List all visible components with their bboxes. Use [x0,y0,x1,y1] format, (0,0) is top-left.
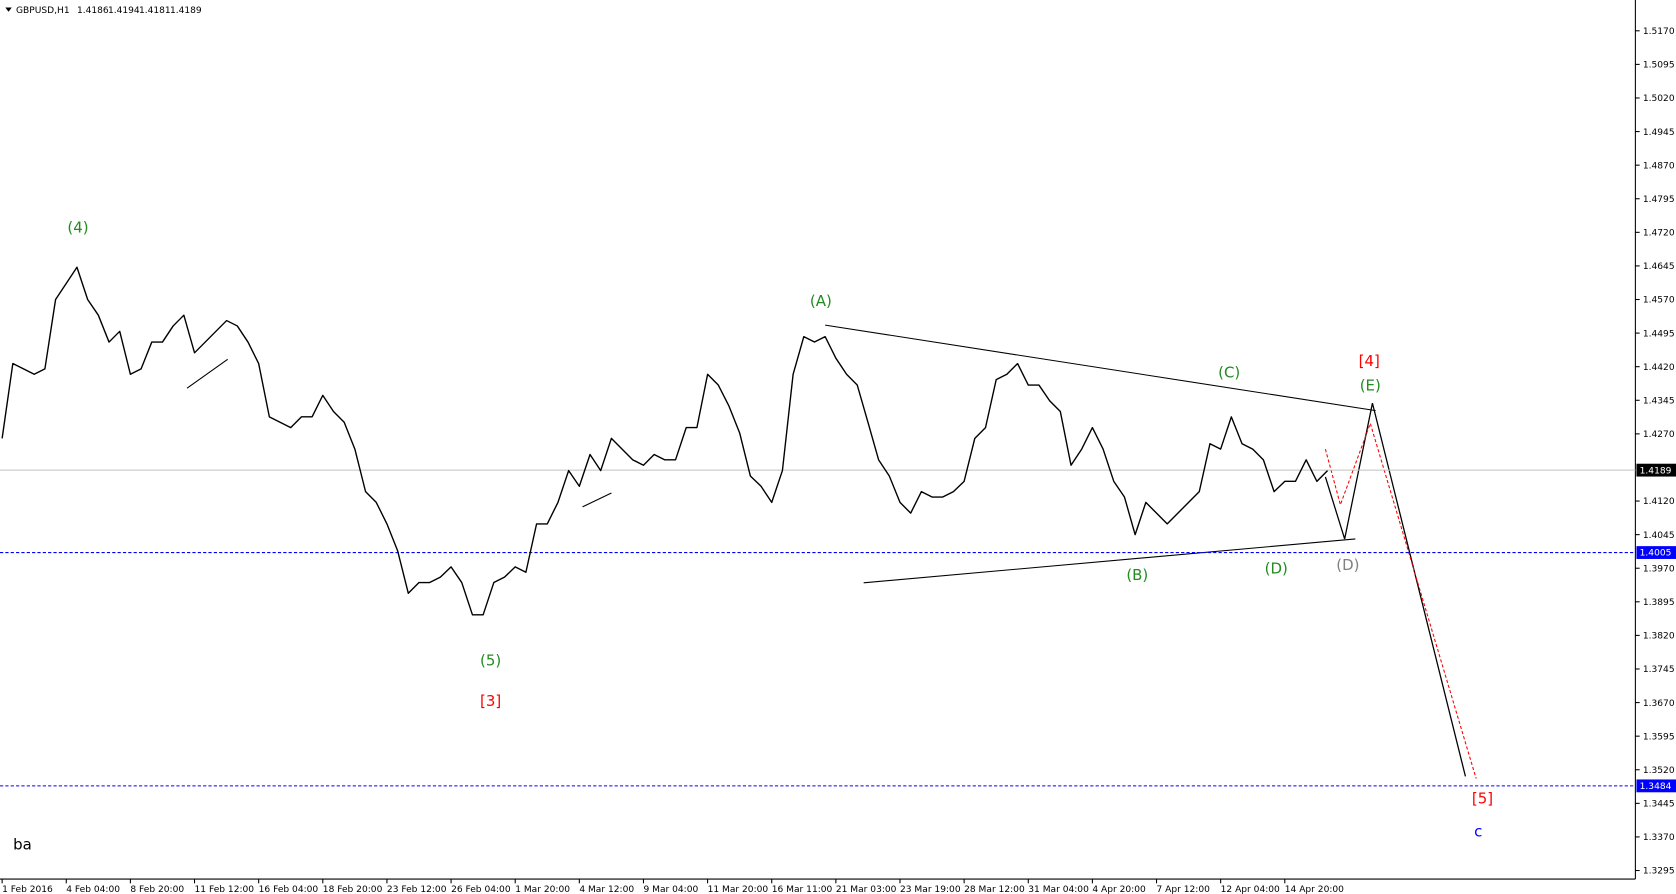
x-tick-label: 4 Mar 12:00 [579,885,634,894]
x-tick-label: 31 Mar 04:00 [1028,885,1089,894]
ohlc-low: 1.4181 [139,6,171,16]
y-tick-label: 1.4870 [1643,161,1675,171]
wave-label: [3] [480,692,501,710]
y-tick-label: 1.4345 [1643,396,1675,406]
x-tick-label: 12 Apr 04:00 [1221,885,1280,894]
price-label: 1.4005 [1640,549,1672,559]
y-tick-label: 1.4120 [1643,497,1675,507]
wave-label: [5] [1472,789,1493,807]
triangle-lower [863,538,1356,584]
y-tick-label: 1.4495 [1643,329,1675,339]
wave-label: c [1474,822,1482,840]
x-tick-label: 11 Feb 12:00 [195,885,255,894]
x-tick-label: 1 Mar 20:00 [515,885,570,894]
x-tick-label: 16 Mar 11:00 [772,885,833,894]
trendlines [186,324,1477,779]
x-tick-label: 4 Apr 20:00 [1092,885,1146,894]
y-tick-label: 1.3670 [1643,699,1675,709]
y-tick-label: 1.3520 [1643,766,1675,776]
y-tick-label: 1.4795 [1643,195,1675,205]
x-tick-label: 28 Mar 12:00 [964,885,1025,894]
x-tick-label: 1 Feb 2016 [2,885,53,894]
x-tick-label: 4 Feb 04:00 [66,885,120,894]
wave-label: (4) [67,218,88,236]
wave-label: (5) [480,651,501,669]
y-tick-label: 1.3970 [1643,564,1675,574]
plot: 1.5170 1.5095 1.5020 1.4945 1.4870 1.4795 1.47… [0,27,1676,894]
y-tick-label: 1.3745 [1643,665,1675,675]
ohlc-high: 1.4194 [108,6,140,16]
menu-arrow[interactable] [5,7,12,12]
y-tick-label: 1.3895 [1643,598,1675,608]
y-tick-label: 1.5095 [1643,61,1675,71]
y-tick-label: 1.3820 [1643,632,1675,642]
y-tick-label: 1.4945 [1643,128,1675,138]
y-tick-label: 1.4045 [1643,531,1675,541]
wave-label: [4] [1359,352,1380,370]
ohlc-close: 1.4189 [170,6,202,16]
y-tick-label: 1.3295 [1643,867,1675,877]
x-tick-label: 18 Feb 20:00 [323,885,383,894]
y-tick-label: 1.3595 [1643,732,1675,742]
y-tick-label: 1.4420 [1643,363,1675,373]
x-tick-label: 7 Apr 12:00 [1157,885,1211,894]
wave-label: (C) [1218,364,1240,382]
chart-note: ba [13,835,32,853]
wave-label: (D) [1265,559,1288,577]
price-label-box [1636,546,1676,559]
x-tick-label: 21 Mar 03:00 [836,885,897,894]
y-tick-label: 1.5170 [1643,27,1675,37]
x-tick-label: 16 Feb 04:00 [259,885,319,894]
x-tick-label: 23 Feb 12:00 [387,885,447,894]
y-tick-label: 1.3445 [1643,800,1675,810]
wave-label: (B) [1126,566,1148,584]
wave-label: (E) [1360,377,1381,395]
y-tick-label: 1.4570 [1643,296,1675,306]
wave-label: (D) [1336,556,1359,574]
y-tick-label: 1.5020 [1643,94,1675,104]
forecast-path [1324,403,1467,777]
x-tick-label: 9 Mar 04:00 [643,885,698,894]
y-tick-label: 1.4270 [1643,430,1675,440]
price-label: 1.3484 [1640,782,1672,792]
price-label-box [1636,779,1676,793]
y-tick-label: 1.4645 [1643,262,1675,272]
small-trendline [582,492,612,508]
forecast-path-alt [1324,421,1477,779]
y-tick-label: 1.3370 [1643,833,1675,843]
wave-label: (A) [810,292,832,310]
price-line-series [1,266,1329,616]
x-tick-label: 14 Apr 20:00 [1285,885,1344,894]
triangle-upper [825,324,1376,412]
small-trendline [186,358,228,389]
x-tick-label: 26 Feb 04:00 [451,885,511,894]
price-label-box [1636,463,1676,477]
x-tick-label: 8 Feb 20:00 [130,885,184,894]
y-tick-label: 1.4720 [1643,229,1675,239]
x-tick-label: 23 Mar 19:00 [900,885,961,894]
ohlc-open: 1.4186 [77,6,109,16]
x-tick-label: 11 Mar 20:00 [708,885,769,894]
price-label: 1.4189 [1640,466,1672,476]
symbol: GBPUSD,H1 [16,6,70,16]
